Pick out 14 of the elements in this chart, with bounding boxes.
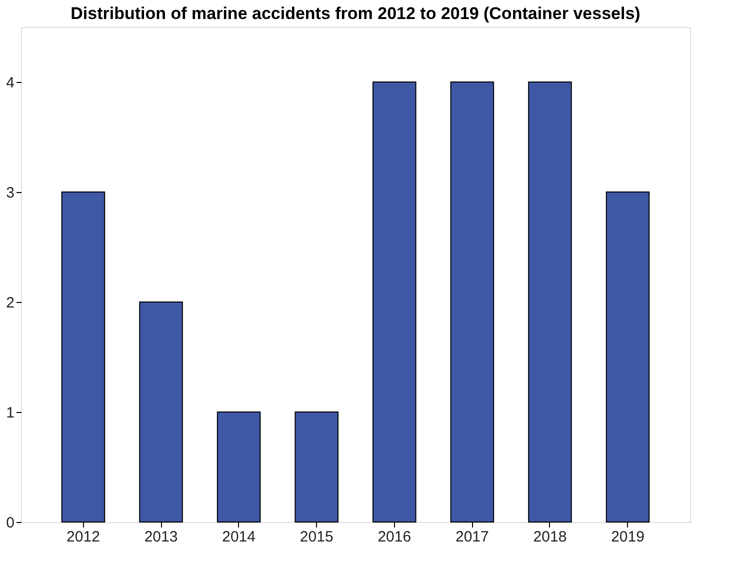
x-tick-label: 2018 bbox=[533, 528, 567, 546]
x-tick-label: 2017 bbox=[456, 528, 489, 546]
x-tick-label: 2015 bbox=[300, 528, 334, 546]
y-tick-label: 1 bbox=[6, 404, 14, 422]
y-tick-label: 0 bbox=[6, 514, 14, 532]
y-tick-label: 3 bbox=[6, 184, 14, 202]
x-tick-label: 2016 bbox=[378, 528, 412, 546]
x-tick-label: 2019 bbox=[611, 528, 644, 546]
x-tick-label: 2012 bbox=[66, 528, 100, 546]
y-tick-label: 4 bbox=[6, 74, 14, 92]
chart-title: Distribution of marine accidents from 2012 to 2019 (Container vessels) bbox=[70, 4, 640, 23]
x-tick-label: 2013 bbox=[144, 528, 178, 546]
y-tick-label: 2 bbox=[6, 294, 14, 312]
x-tick-label: 2014 bbox=[222, 528, 256, 546]
